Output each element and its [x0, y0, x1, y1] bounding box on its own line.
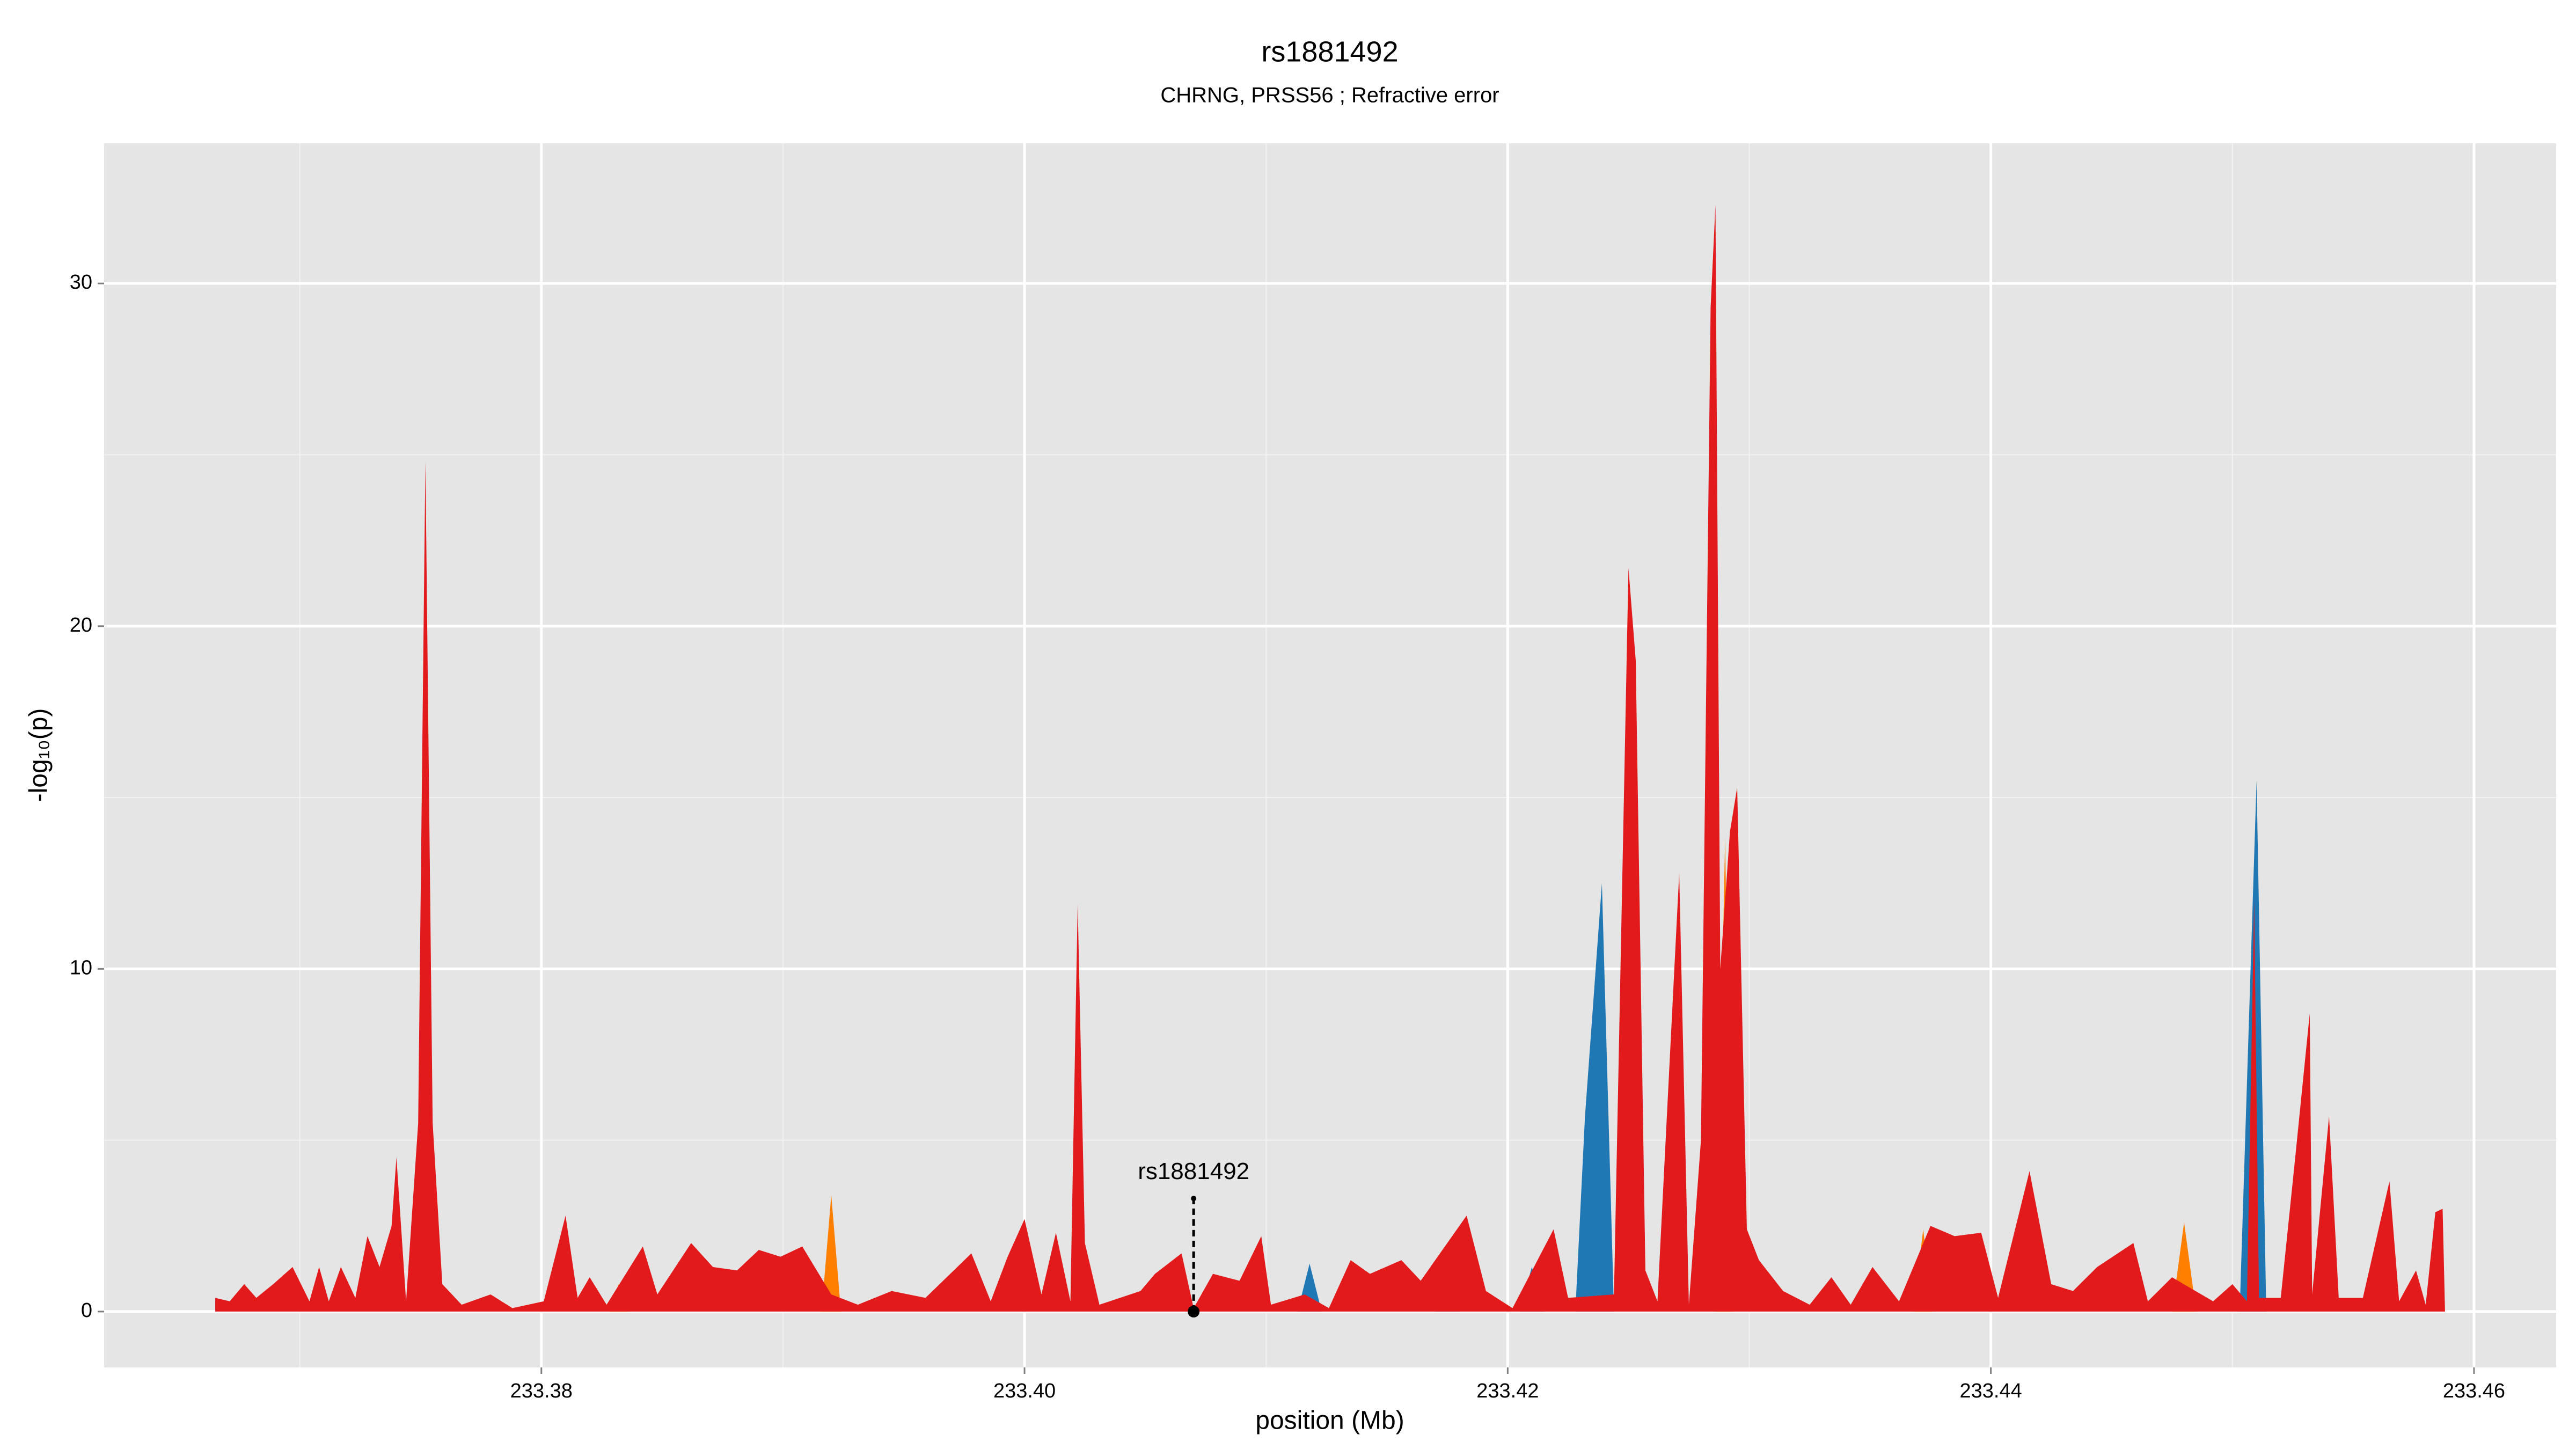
- x-tick-label: 233.38: [510, 1380, 573, 1402]
- x-tick-label: 233.42: [1476, 1380, 1539, 1402]
- plot-panel: [104, 143, 2556, 1367]
- chart-subtitle: CHRNG, PRSS56 ; Refractive error: [1160, 84, 1499, 107]
- x-axis-label: position (Mb): [1255, 1407, 1404, 1435]
- y-axis-label: -log₁₀(p): [25, 708, 53, 802]
- highlight-top: [1191, 1196, 1197, 1202]
- x-tick-label: 233.40: [993, 1380, 1056, 1402]
- highlight-label: rs1881492: [1138, 1158, 1249, 1184]
- y-tick-label: 20: [70, 614, 92, 636]
- highlight-point: [1188, 1305, 1200, 1318]
- y-tick-label: 0: [81, 1299, 92, 1322]
- y-tick-label: 30: [70, 271, 92, 294]
- y-tick-label: 10: [70, 956, 92, 979]
- x-tick-label: 233.44: [1960, 1380, 2022, 1402]
- labels: 233.38 233.40 233.42 233.44 233.46 0 10 20 30 rs1…: [70, 271, 2505, 1402]
- chart-title: rs1881492: [1261, 35, 1398, 68]
- x-tick-label: 233.46: [2443, 1380, 2505, 1402]
